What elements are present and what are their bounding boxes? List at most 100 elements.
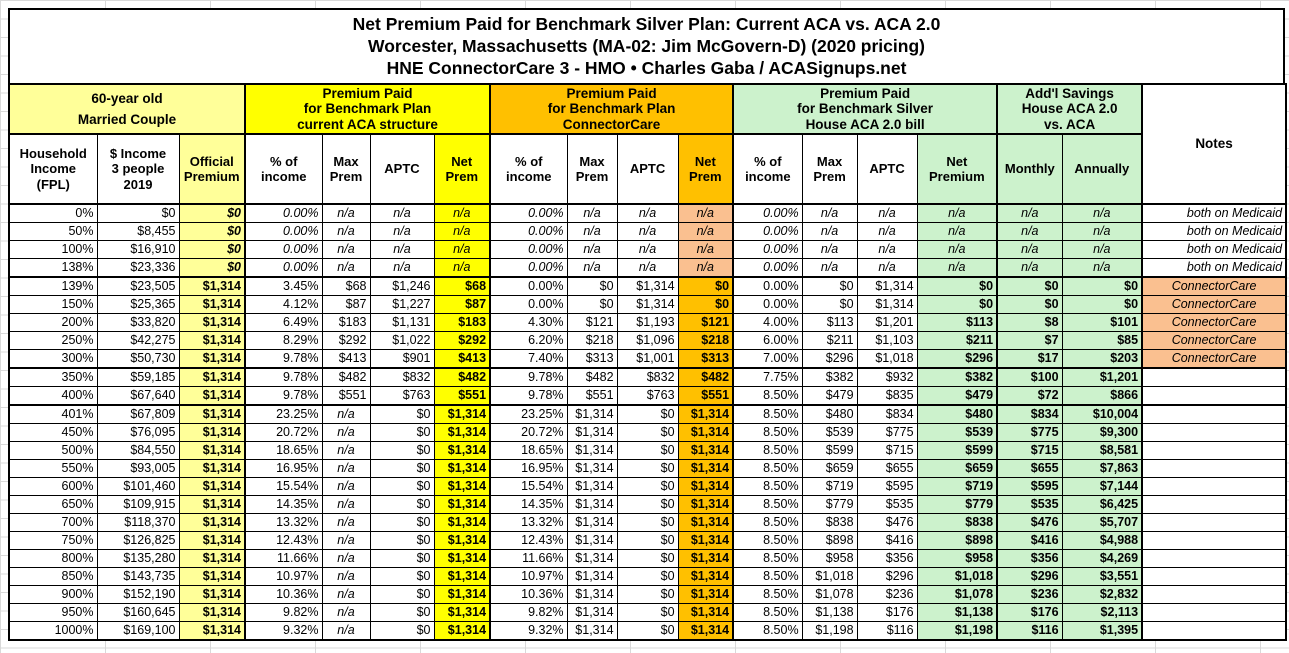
cell-aca2-net-premium[interactable]: $659 — [916, 459, 998, 478]
cell-savings-annually[interactable]: $9,300 — [1061, 423, 1143, 442]
cell-cc-aptc[interactable]: $763 — [616, 386, 679, 406]
cell-aca-pct-income[interactable]: 6.49% — [244, 313, 323, 332]
column-header-aca-aptc[interactable]: APTC — [369, 133, 435, 205]
cell-fpl[interactable]: 400% — [8, 386, 98, 406]
cell-cc-net-prem[interactable]: $1,314 — [677, 585, 734, 604]
cell-cc-net-prem[interactable]: $0 — [677, 295, 734, 314]
cell-cc-aptc[interactable]: $0 — [616, 531, 679, 550]
cell-notes[interactable]: both on Medicaid — [1141, 258, 1287, 278]
cell-notes[interactable] — [1141, 367, 1287, 387]
column-header-aca-max-prem[interactable]: Max Prem — [321, 133, 371, 205]
cell-aca2-max-prem[interactable]: $539 — [801, 423, 858, 442]
cell-savings-monthly[interactable]: n/a — [996, 203, 1063, 223]
cell-aca-max-prem[interactable]: n/a — [321, 495, 371, 514]
cell-aca2-aptc[interactable]: $835 — [856, 386, 918, 406]
cell-aca-max-prem[interactable]: n/a — [321, 621, 371, 641]
cell-fpl[interactable]: 850% — [8, 567, 98, 586]
cell-aca-pct-income[interactable]: 10.36% — [244, 585, 323, 604]
cell-fpl[interactable]: 700% — [8, 513, 98, 532]
cell-cc-max-prem[interactable]: $0 — [566, 295, 618, 314]
cell-aca-max-prem[interactable]: $68 — [321, 276, 371, 296]
cell-aca-max-prem[interactable]: n/a — [321, 549, 371, 568]
cell-cc-aptc[interactable]: $0 — [616, 495, 679, 514]
cell-income[interactable]: $8,455 — [96, 222, 180, 241]
column-header-cc-pct-income[interactable]: % of income — [489, 133, 568, 205]
cell-aca2-aptc[interactable]: $1,103 — [856, 331, 918, 350]
cell-income[interactable]: $67,809 — [96, 404, 180, 424]
cell-aca-max-prem[interactable]: n/a — [321, 203, 371, 223]
cell-aca2-aptc[interactable]: $775 — [856, 423, 918, 442]
cell-aca-max-prem[interactable]: n/a — [321, 240, 371, 259]
column-header-cc-net-prem[interactable]: Net Prem — [677, 133, 734, 205]
cell-aca2-max-prem[interactable]: $479 — [801, 386, 858, 406]
cell-cc-net-prem[interactable]: $1,314 — [677, 459, 734, 478]
cell-savings-monthly[interactable]: $834 — [996, 404, 1063, 424]
cell-aca-aptc[interactable]: $1,227 — [369, 295, 435, 314]
cell-cc-max-prem[interactable]: $1,314 — [566, 603, 618, 622]
cell-savings-annually[interactable]: $203 — [1061, 349, 1143, 369]
cell-aca-pct-income[interactable]: 9.82% — [244, 603, 323, 622]
cell-cc-pct-income[interactable]: 0.00% — [489, 276, 568, 296]
cell-aca-max-prem[interactable]: $183 — [321, 313, 371, 332]
cell-fpl[interactable]: 0% — [8, 203, 98, 223]
cell-cc-max-prem[interactable]: $1,314 — [566, 441, 618, 460]
cell-notes[interactable] — [1141, 549, 1287, 568]
cell-cc-aptc[interactable]: $0 — [616, 567, 679, 586]
cell-official-premium[interactable]: $1,314 — [178, 531, 246, 550]
column-header-notes[interactable]: Notes — [1141, 83, 1287, 205]
cell-aca2-pct-income[interactable]: 8.50% — [732, 441, 803, 460]
cell-income[interactable]: $169,100 — [96, 621, 180, 641]
cell-fpl[interactable]: 139% — [8, 276, 98, 296]
cell-cc-max-prem[interactable]: $121 — [566, 313, 618, 332]
cell-savings-monthly[interactable]: $8 — [996, 313, 1063, 332]
cell-cc-net-prem[interactable]: $1,314 — [677, 621, 734, 641]
cell-cc-aptc[interactable]: $1,001 — [616, 349, 679, 369]
cell-cc-pct-income[interactable]: 23.25% — [489, 404, 568, 424]
cell-savings-annually[interactable]: $1,395 — [1061, 621, 1143, 641]
cell-cc-net-prem[interactable]: $1,314 — [677, 549, 734, 568]
cell-savings-monthly[interactable]: $655 — [996, 459, 1063, 478]
cell-aca2-max-prem[interactable]: $382 — [801, 367, 858, 387]
cell-savings-monthly[interactable]: $535 — [996, 495, 1063, 514]
column-header-fpl[interactable]: Household Income (FPL) — [8, 133, 98, 205]
cell-aca2-net-premium[interactable]: $0 — [916, 295, 998, 314]
cell-aca-max-prem[interactable]: $413 — [321, 349, 371, 369]
cell-aca2-aptc[interactable]: $176 — [856, 603, 918, 622]
cell-cc-aptc[interactable]: $0 — [616, 404, 679, 424]
cell-aca2-max-prem[interactable]: n/a — [801, 222, 858, 241]
cell-notes[interactable] — [1141, 404, 1287, 424]
cell-savings-annually[interactable]: $0 — [1061, 276, 1143, 296]
cell-aca2-aptc[interactable]: $1,018 — [856, 349, 918, 369]
cell-cc-aptc[interactable]: $1,314 — [616, 276, 679, 296]
cell-income[interactable]: $23,336 — [96, 258, 180, 278]
cell-savings-monthly[interactable]: n/a — [996, 258, 1063, 278]
cell-savings-monthly[interactable]: $476 — [996, 513, 1063, 532]
cell-aca-net-prem[interactable]: $1,314 — [433, 459, 491, 478]
cell-savings-annually[interactable]: $8,581 — [1061, 441, 1143, 460]
cell-income[interactable]: $0 — [96, 203, 180, 223]
cell-aca-max-prem[interactable]: n/a — [321, 531, 371, 550]
cell-aca-aptc[interactable]: $832 — [369, 367, 435, 387]
cell-aca-net-prem[interactable]: $1,314 — [433, 585, 491, 604]
cell-aca2-aptc[interactable]: $655 — [856, 459, 918, 478]
cell-aca2-pct-income[interactable]: 0.00% — [732, 240, 803, 259]
cell-aca-pct-income[interactable]: 9.78% — [244, 367, 323, 387]
cell-savings-annually[interactable]: $4,988 — [1061, 531, 1143, 550]
cell-aca2-pct-income[interactable]: 8.50% — [732, 585, 803, 604]
cell-aca-pct-income[interactable]: 0.00% — [244, 222, 323, 241]
cell-official-premium[interactable]: $1,314 — [178, 513, 246, 532]
cell-aca-pct-income[interactable]: 13.32% — [244, 513, 323, 532]
cell-cc-max-prem[interactable]: n/a — [566, 222, 618, 241]
cell-fpl[interactable]: 401% — [8, 404, 98, 424]
cell-cc-max-prem[interactable]: $218 — [566, 331, 618, 350]
cell-aca2-max-prem[interactable]: $211 — [801, 331, 858, 350]
cell-cc-net-prem[interactable]: $1,314 — [677, 477, 734, 496]
cell-aca-aptc[interactable]: $763 — [369, 386, 435, 406]
cell-aca-pct-income[interactable]: 9.78% — [244, 349, 323, 369]
cell-cc-max-prem[interactable]: n/a — [566, 203, 618, 223]
cell-aca2-net-premium[interactable]: $1,078 — [916, 585, 998, 604]
cell-notes[interactable] — [1141, 386, 1287, 406]
cell-cc-net-prem[interactable]: $121 — [677, 313, 734, 332]
group-header-connectorcare[interactable]: Premium Paid for Benchmark Plan Connecto… — [489, 83, 734, 135]
cell-aca-pct-income[interactable]: 16.95% — [244, 459, 323, 478]
